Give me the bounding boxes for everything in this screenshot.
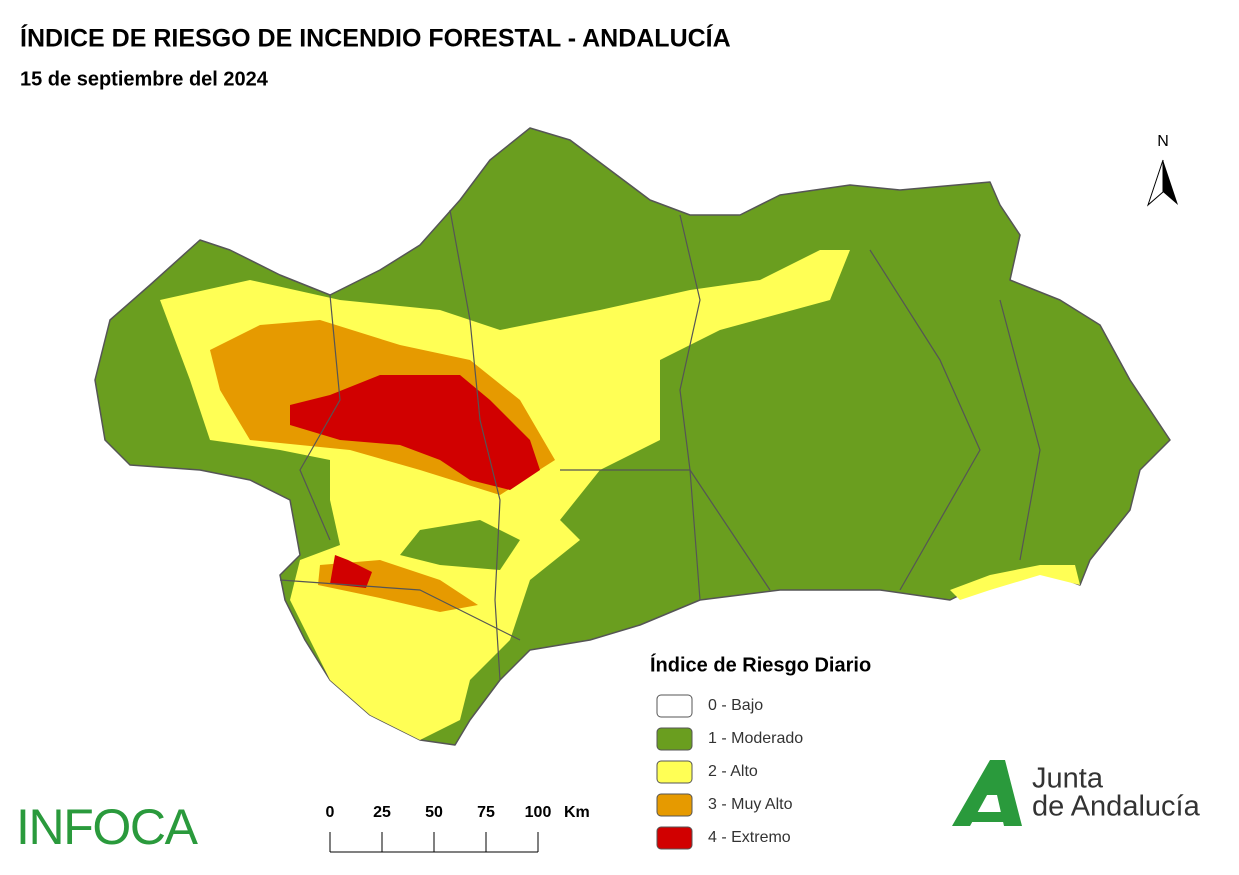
scale-bar: 0 25 50 75 100 Km — [326, 804, 590, 853]
legend-swatch — [656, 826, 693, 850]
subtitle: 15 de septiembre del 2024 — [20, 68, 269, 90]
legend-label: 4 - Extremo — [708, 829, 791, 846]
legend-label: 2 - Alto — [708, 763, 758, 780]
title: ÍNDICE DE RIESGO DE INCENDIO FORESTAL - … — [20, 24, 731, 53]
scale-unit: Km — [564, 804, 590, 821]
scale-label: 25 — [373, 804, 391, 821]
junta-logo: Junta de Andalucía — [952, 760, 1201, 826]
region-extreme — [330, 555, 372, 588]
legend-swatch — [656, 793, 693, 817]
scale-label: 0 — [326, 804, 335, 821]
north-label: N — [1157, 133, 1169, 150]
north-arrow: N — [1146, 133, 1178, 207]
junta-line-1: Junta — [1032, 763, 1104, 795]
legend-swatch — [656, 727, 693, 751]
legend: 0 - Bajo 1 - Moderado 2 - Alto 3 - Muy Alto… — [656, 694, 803, 850]
legend-label: 0 - Bajo — [708, 697, 763, 714]
region-extreme — [290, 375, 540, 490]
junta-line-2: de Andalucía — [1032, 791, 1201, 823]
legend-label: 1 - Moderado — [708, 730, 803, 747]
region-high — [950, 565, 1080, 600]
region-moderate — [400, 520, 520, 570]
map — [94, 127, 1171, 746]
scale-label: 100 — [525, 804, 552, 821]
legend-swatch — [656, 694, 693, 718]
borders — [279, 209, 1041, 681]
legend-label: 3 - Muy Alto — [708, 796, 793, 813]
scale-label: 75 — [477, 804, 495, 821]
legend-swatch — [656, 760, 693, 784]
infoca-logo: INFOCA — [16, 799, 199, 855]
legend-title: Índice de Riesgo Diario — [650, 653, 871, 676]
scale-label: 50 — [425, 804, 443, 821]
